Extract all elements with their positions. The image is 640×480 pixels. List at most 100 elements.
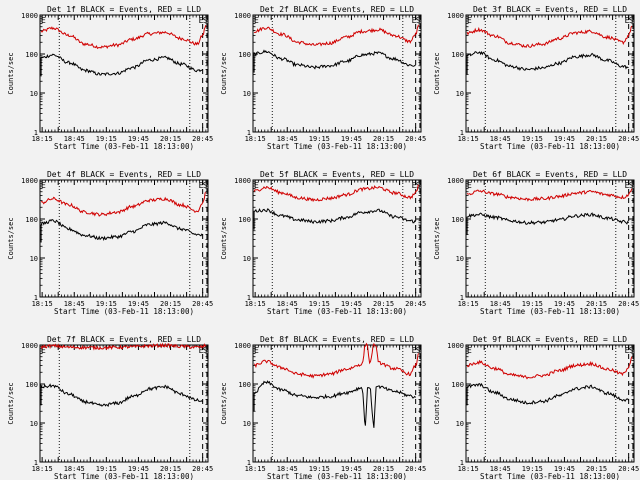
x-axis-label: Start Time (03-Feb-11 18:13:00) [54, 307, 194, 316]
x-tick-label: 20:15 [586, 465, 607, 473]
series-line-lld [40, 342, 207, 351]
marker-label-left: E [254, 16, 259, 25]
y-tick-label: 1000 [234, 342, 251, 350]
x-tick-label: 18:15 [32, 135, 53, 143]
marker-label-left: E [41, 346, 46, 355]
y-axis-label: Counts/sec [7, 382, 15, 424]
series-line-events [466, 382, 630, 406]
series-line-lld [253, 24, 420, 47]
y-tick-label: 10 [30, 255, 38, 263]
x-tick-label: 18:45 [64, 300, 85, 308]
y-tick-label: 100 [238, 51, 251, 59]
panel-4: Det 4f BLACK = Events, RED = LLD 1 10 100 10… [7, 170, 213, 316]
marker-label: S [416, 16, 421, 25]
x-tick-label: 18:15 [245, 135, 266, 143]
y-tick-label: 1 [247, 294, 251, 302]
chart-title: Det 4f BLACK = Events, RED = LLD [47, 170, 201, 179]
chart-title: Det 7f BLACK = Events, RED = LLD [47, 335, 201, 344]
y-tick-label: 100 [25, 51, 38, 59]
y-tick-label: 1 [34, 129, 38, 137]
series-line-lld [466, 25, 633, 48]
x-tick-label: 20:45 [618, 465, 639, 473]
x-tick-label: 19:15 [522, 465, 543, 473]
y-tick-label: 100 [25, 216, 38, 224]
x-tick-label: 18:45 [490, 135, 511, 143]
x-tick-label: 20:15 [373, 300, 394, 308]
series-line-events [40, 383, 203, 408]
plot-frame [39, 344, 209, 463]
x-tick-label: 19:45 [128, 465, 149, 473]
x-tick-label: 18:45 [64, 465, 85, 473]
series-line-events [253, 49, 416, 73]
marker-label: E [625, 16, 630, 25]
y-tick-label: 100 [25, 381, 38, 389]
marker-label: E [412, 16, 417, 25]
x-tick-label: 19:45 [554, 135, 575, 143]
y-tick-label: 1000 [447, 342, 464, 350]
x-tick-label: 20:15 [373, 135, 394, 143]
series-line-lld [40, 24, 207, 50]
marker-label: E [199, 181, 204, 190]
series-line-events [466, 50, 629, 75]
x-tick-label: 19:45 [341, 135, 362, 143]
marker-label: E [625, 346, 630, 355]
x-tick-label: 19:45 [341, 465, 362, 473]
y-axis-label: Counts/sec [220, 52, 228, 94]
x-tick-label: 18:15 [32, 465, 53, 473]
series-line-lld [466, 356, 633, 380]
y-tick-label: 1000 [447, 177, 464, 185]
y-tick-label: 1 [460, 294, 464, 302]
series-line-lld [466, 188, 633, 202]
x-tick-label: 18:15 [458, 135, 479, 143]
panel-1: Det 1f BLACK = Events, RED = LLD 1 10 100 10… [7, 5, 213, 151]
x-tick-label: 20:15 [160, 300, 181, 308]
x-axis-label: Start Time (03-Feb-11 18:13:00) [54, 142, 194, 151]
x-tick-label: 18:15 [245, 300, 266, 308]
series-line-events [40, 219, 204, 243]
y-tick-label: 10 [456, 420, 464, 428]
x-axis-label: Start Time (03-Feb-11 18:13:00) [54, 472, 194, 480]
series-line-events [40, 53, 203, 77]
y-tick-label: 1 [247, 129, 251, 137]
series-line-events [466, 212, 630, 235]
marker-label-left: E [41, 181, 46, 190]
marker-label-left: E [467, 16, 472, 25]
x-axis-label: Start Time (03-Feb-11 18:13:00) [480, 472, 620, 480]
plot-frame [39, 179, 209, 298]
marker-label: S [629, 346, 634, 355]
y-tick-label: 1 [460, 459, 464, 467]
y-axis-label: Counts/sec [433, 382, 441, 424]
plot-frame [252, 344, 422, 463]
x-tick-label: 19:15 [522, 135, 543, 143]
y-tick-label: 1000 [234, 177, 251, 185]
x-tick-label: 18:15 [458, 300, 479, 308]
y-tick-label: 1 [247, 459, 251, 467]
x-tick-label: 19:45 [128, 300, 149, 308]
y-tick-label: 10 [30, 90, 38, 98]
chart-title: Det 9f BLACK = Events, RED = LLD [473, 335, 627, 344]
x-tick-label: 20:45 [405, 135, 426, 143]
marker-label-left: E [254, 181, 259, 190]
chart-title: Det 6f BLACK = Events, RED = LLD [473, 170, 627, 179]
chart-title: Det 8f BLACK = Events, RED = LLD [260, 335, 414, 344]
y-axis-label: Counts/sec [433, 52, 441, 94]
y-tick-label: 100 [451, 216, 464, 224]
series-line-lld [253, 184, 420, 203]
x-tick-label: 20:45 [405, 300, 426, 308]
x-axis-label: Start Time (03-Feb-11 18:13:00) [267, 472, 407, 480]
marker-label: S [629, 16, 634, 25]
y-tick-label: 10 [243, 255, 251, 263]
y-axis-label: Counts/sec [7, 217, 15, 259]
plot-frame [465, 344, 635, 463]
y-tick-label: 100 [451, 381, 464, 389]
x-tick-label: 18:45 [490, 300, 511, 308]
panel-3: Det 3f BLACK = Events, RED = LLD 1 10 100 10… [433, 5, 639, 151]
x-axis-label: Start Time (03-Feb-11 18:13:00) [267, 142, 407, 151]
y-tick-label: 100 [238, 216, 251, 224]
panel-5: Det 5f BLACK = Events, RED = LLD 1 10 100 10… [220, 170, 426, 316]
marker-label-left: E [467, 181, 472, 190]
series-line-lld [253, 342, 420, 379]
x-tick-label: 20:15 [586, 300, 607, 308]
chart-title: Det 1f BLACK = Events, RED = LLD [47, 5, 201, 14]
